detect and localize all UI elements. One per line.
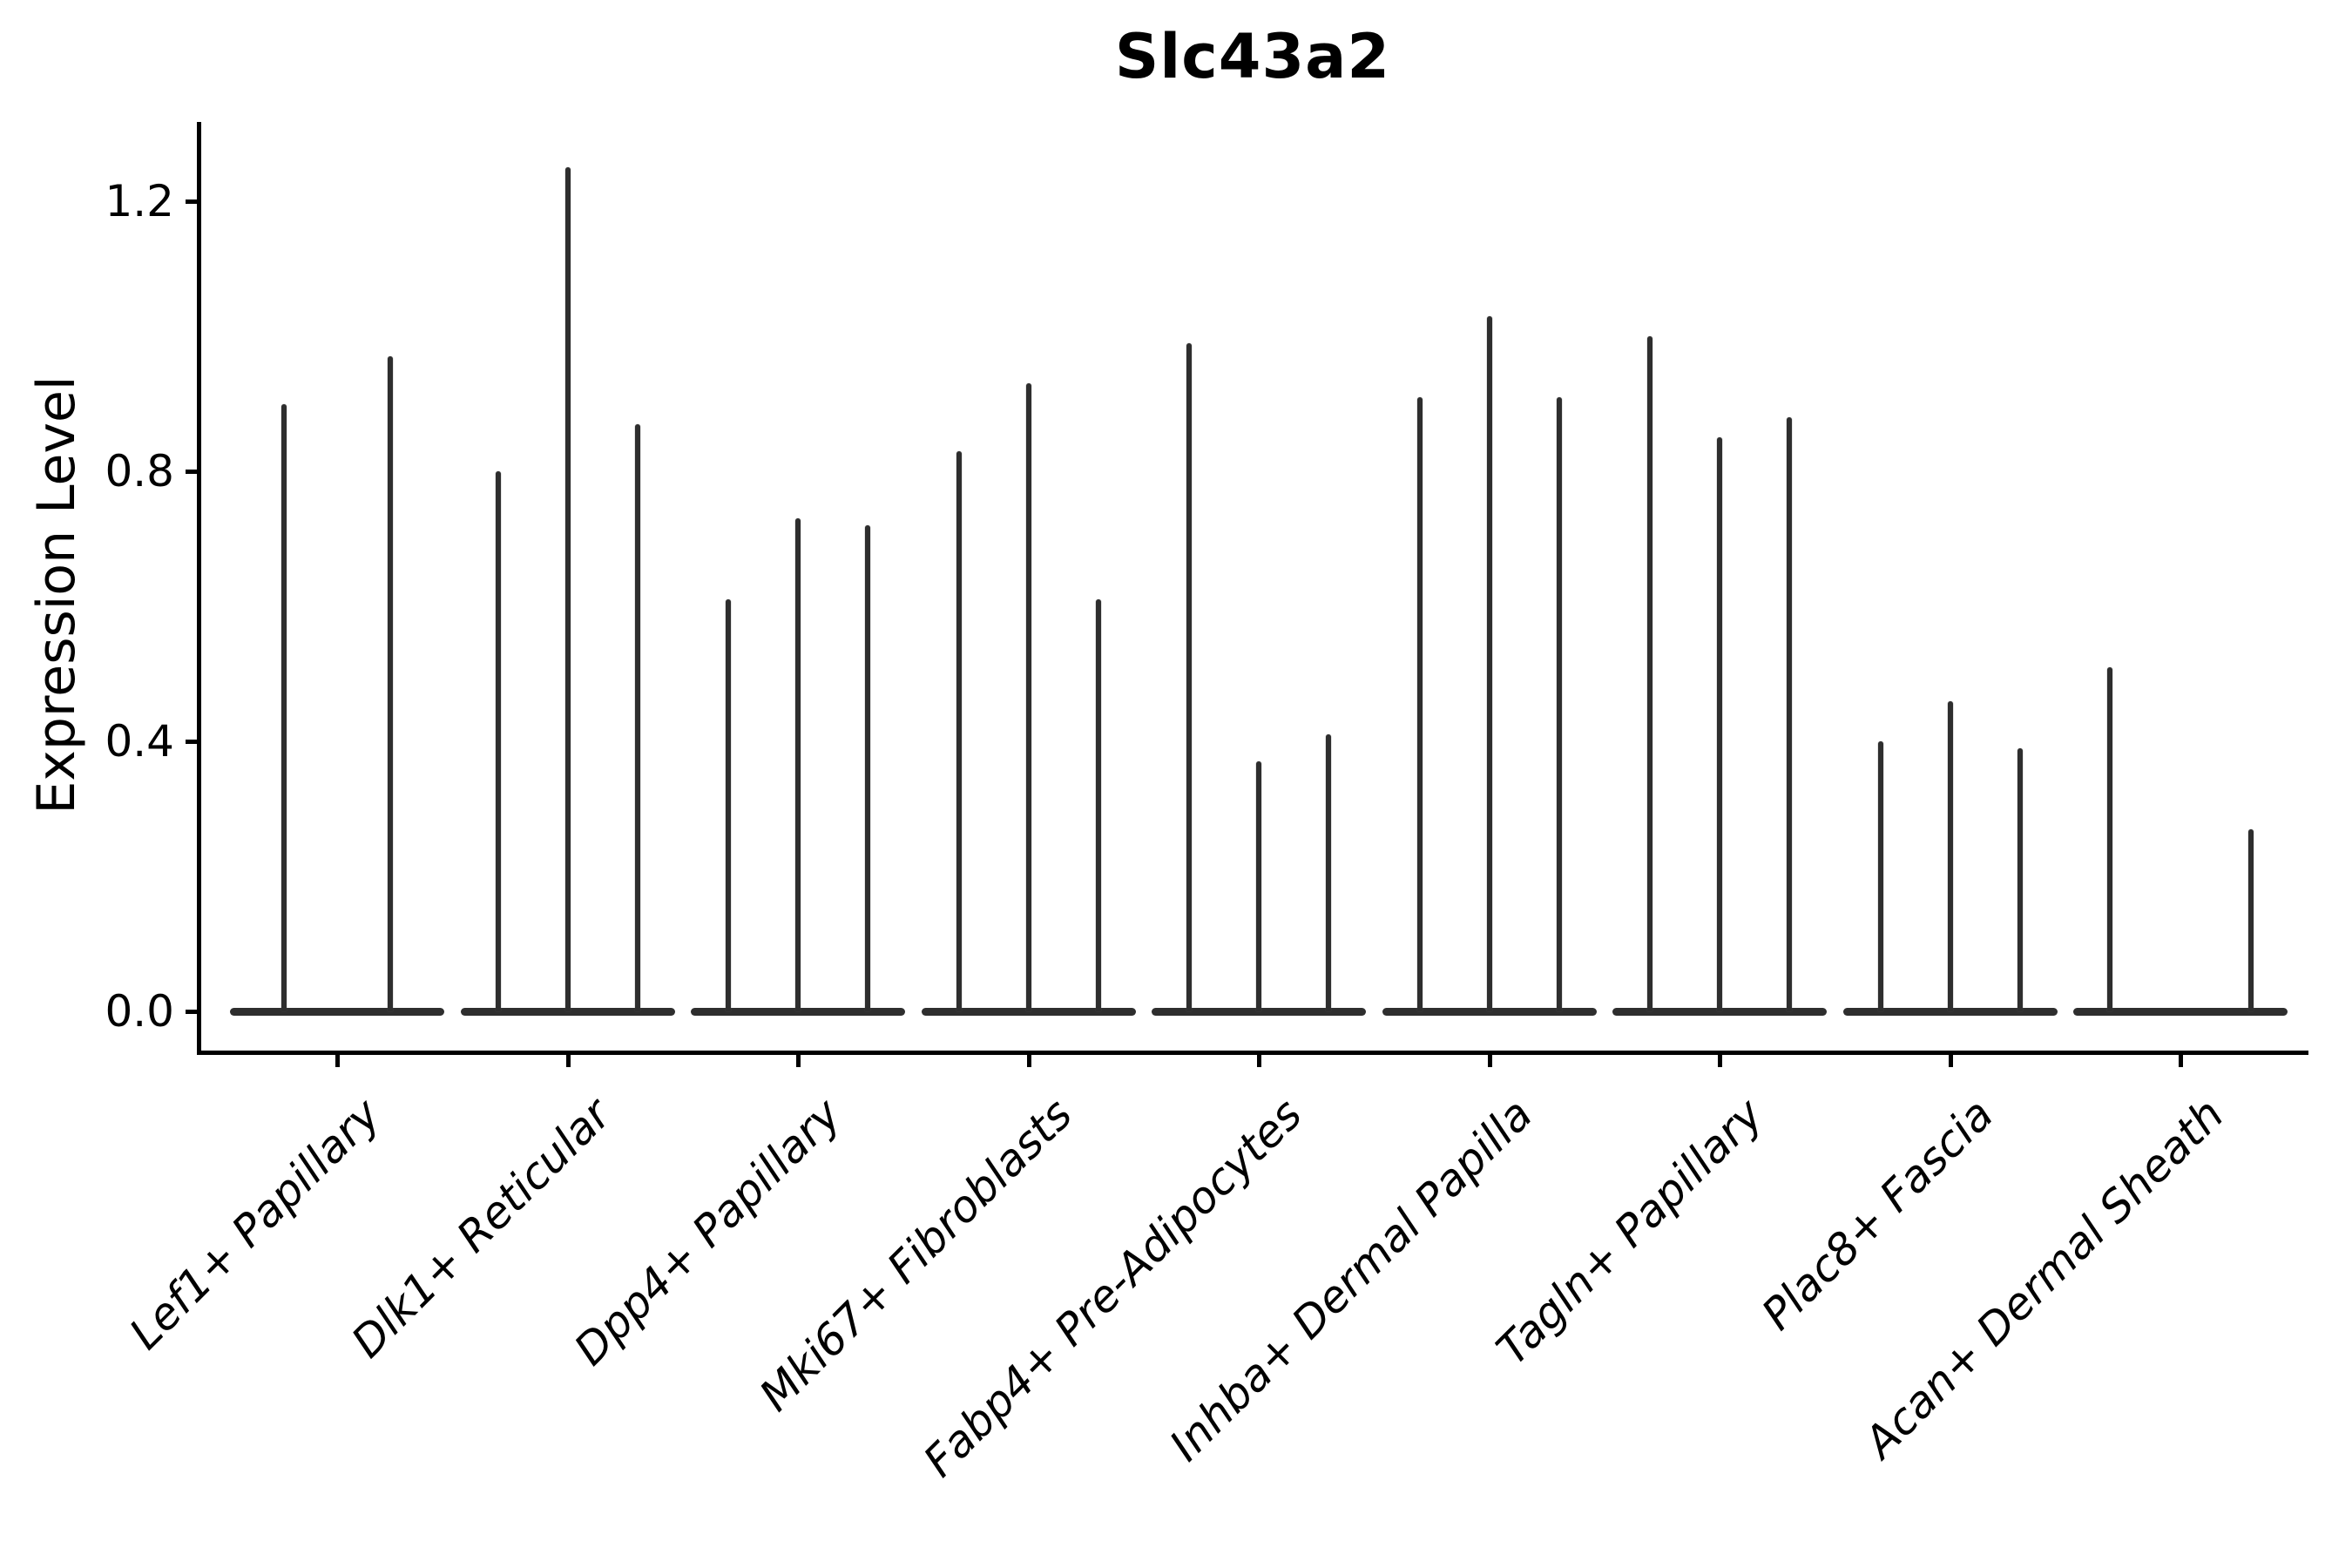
y-tick-label: 0.8: [105, 446, 174, 497]
y-tick-label: 1.2: [105, 176, 174, 226]
violin-base: [1382, 1008, 1597, 1016]
violin-spike: [1877, 741, 1883, 1011]
y-axis-label: Expression Level: [26, 375, 87, 814]
violin-base: [460, 1008, 675, 1016]
violin-base: [691, 1008, 905, 1016]
violin-spike: [388, 356, 393, 1011]
y-tick: [186, 470, 199, 474]
x-tick-label: Plac8+ Fascia: [1752, 1089, 2004, 1340]
violin-spike: [2248, 828, 2254, 1011]
violin-spike: [865, 525, 870, 1011]
y-tick: [186, 740, 199, 744]
violin-base: [1612, 1008, 1827, 1016]
violin-spike: [795, 518, 801, 1011]
y-tick-label: 0.4: [105, 716, 174, 767]
violin-spike: [1556, 396, 1562, 1011]
violin-spike: [495, 471, 501, 1011]
y-tick: [186, 199, 199, 204]
violin-spike: [1186, 342, 1192, 1011]
violin-spike: [1326, 734, 1331, 1011]
x-tick: [1257, 1053, 1261, 1067]
y-tick-label: 0.0: [105, 986, 174, 1037]
violin-spike: [1256, 761, 1261, 1011]
violin-base: [1842, 1008, 2058, 1016]
violin-spike: [1486, 315, 1492, 1011]
violin-spike: [1416, 396, 1423, 1011]
violin-spike: [2107, 666, 2112, 1011]
x-tick: [2179, 1053, 2183, 1067]
violin-spike: [1717, 437, 1722, 1011]
x-tick: [1718, 1053, 1722, 1067]
violin-spike: [634, 423, 640, 1011]
x-tick-label: Fabp4+ Pre-Adipocytes: [914, 1089, 1313, 1487]
x-tick: [1026, 1053, 1031, 1067]
chart-title: Slc43a2: [1114, 21, 1391, 92]
y-axis-spine: [197, 122, 201, 1055]
violin-spike: [1787, 417, 1792, 1011]
violin-spike: [1647, 336, 1652, 1011]
x-tick: [1948, 1053, 1953, 1067]
violin-spike: [1095, 599, 1101, 1011]
violin-spike: [2017, 747, 2023, 1011]
violin-spike: [1025, 383, 1031, 1011]
violin-spike: [564, 167, 571, 1011]
violin-spike: [1947, 700, 1953, 1011]
violin-base: [921, 1008, 1136, 1016]
x-tick-label: Lef1+ Papillary: [119, 1089, 391, 1360]
x-tick: [796, 1053, 801, 1067]
violin-base: [230, 1008, 444, 1016]
x-tick: [565, 1053, 571, 1067]
x-tick: [335, 1053, 340, 1067]
y-tick: [186, 1010, 199, 1014]
violin-base: [2073, 1008, 2288, 1016]
x-tick: [1487, 1053, 1492, 1067]
violin-spike: [726, 599, 731, 1011]
violin-spike: [956, 450, 962, 1011]
violin-base: [1152, 1008, 1366, 1016]
violin-spike: [281, 403, 287, 1011]
x-axis-spine: [197, 1051, 2308, 1055]
